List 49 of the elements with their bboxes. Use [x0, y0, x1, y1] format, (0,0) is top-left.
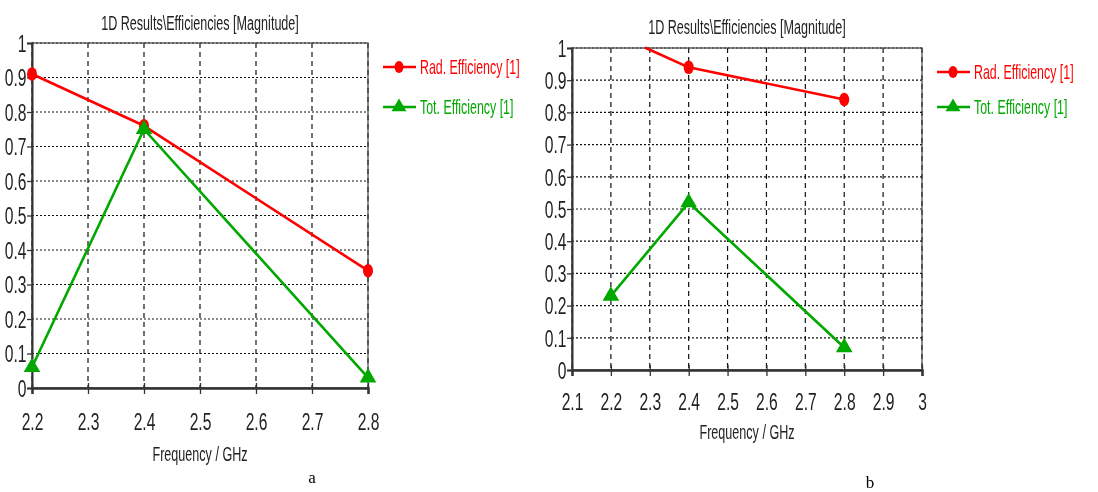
- y-tick-label: 1: [17, 30, 27, 57]
- text: b: [865, 473, 875, 492]
- y-tick-label: 0.8: [4, 99, 27, 126]
- x-tick-label: 2.7: [301, 408, 324, 435]
- y-tick-label: 0.2: [4, 306, 27, 333]
- legend-label: Rad. Efficiency [1]: [420, 55, 520, 79]
- y-tick-label: 0.2: [544, 293, 567, 320]
- x-tick-label: 2.2: [21, 408, 44, 435]
- y-tick-label: 0.7: [544, 132, 567, 159]
- y-tick-label: 0.5: [544, 196, 567, 223]
- x-tick-label: 2.8: [833, 388, 856, 415]
- text: a: [308, 468, 317, 487]
- y-tick-label: 0.5: [4, 203, 27, 229]
- x-tick-label: 2.5: [189, 408, 212, 435]
- x-tick-label: 2.5: [717, 388, 739, 415]
- y-tick-label: 0.1: [544, 325, 567, 352]
- y-tick-label: 0.6: [544, 164, 567, 191]
- x-axis-title: Frequency / GHz: [152, 441, 248, 466]
- chart-title: 1D Results\Efficiencies [Magnitude]: [648, 14, 846, 39]
- y-tick-label: 0.4: [4, 237, 27, 264]
- y-tick-label: 0: [17, 375, 27, 402]
- legend-label: Tot. Efficiency [1]: [420, 95, 514, 119]
- x-tick-label: 2.1: [561, 388, 584, 415]
- x-tick-label: 2.2: [600, 388, 623, 415]
- y-tick-label: 0.7: [4, 134, 27, 160]
- y-tick-label: 0.1: [4, 341, 27, 367]
- x-tick-label: 2.8: [357, 408, 380, 435]
- x-axis-title: Frequency / GHz: [699, 419, 795, 444]
- y-tick-label: 1: [557, 35, 567, 62]
- x-tick-label: 2.6: [756, 388, 778, 415]
- y-tick-label: 0.6: [4, 168, 27, 195]
- x-tick-label: 2.9: [872, 388, 895, 415]
- x-tick-label: 2.7: [794, 388, 817, 415]
- x-tick-label: 2.3: [77, 408, 100, 435]
- y-tick-label: 0.9: [544, 67, 567, 94]
- y-tick-label: 0.9: [4, 65, 27, 91]
- y-tick-label: 0.3: [544, 261, 567, 287]
- x-tick-label: 2.4: [133, 408, 156, 435]
- y-tick-label: 0.3: [4, 272, 27, 298]
- y-tick-label: 0.4: [544, 228, 567, 255]
- x-tick-label: 3: [918, 388, 927, 415]
- x-tick-label: 2.6: [245, 408, 268, 435]
- x-tick-label: 2.3: [639, 388, 662, 415]
- y-tick-label: 0: [557, 357, 567, 384]
- chart-title: 1D Results\Efficiencies [Magnitude]: [101, 10, 299, 35]
- legend-label: Tot. Efficiency [1]: [974, 95, 1068, 119]
- y-tick-label: 0.8: [544, 100, 567, 126]
- x-tick-label: 2.4: [678, 388, 701, 415]
- legend-label: Rad. Efficiency [1]: [974, 60, 1074, 84]
